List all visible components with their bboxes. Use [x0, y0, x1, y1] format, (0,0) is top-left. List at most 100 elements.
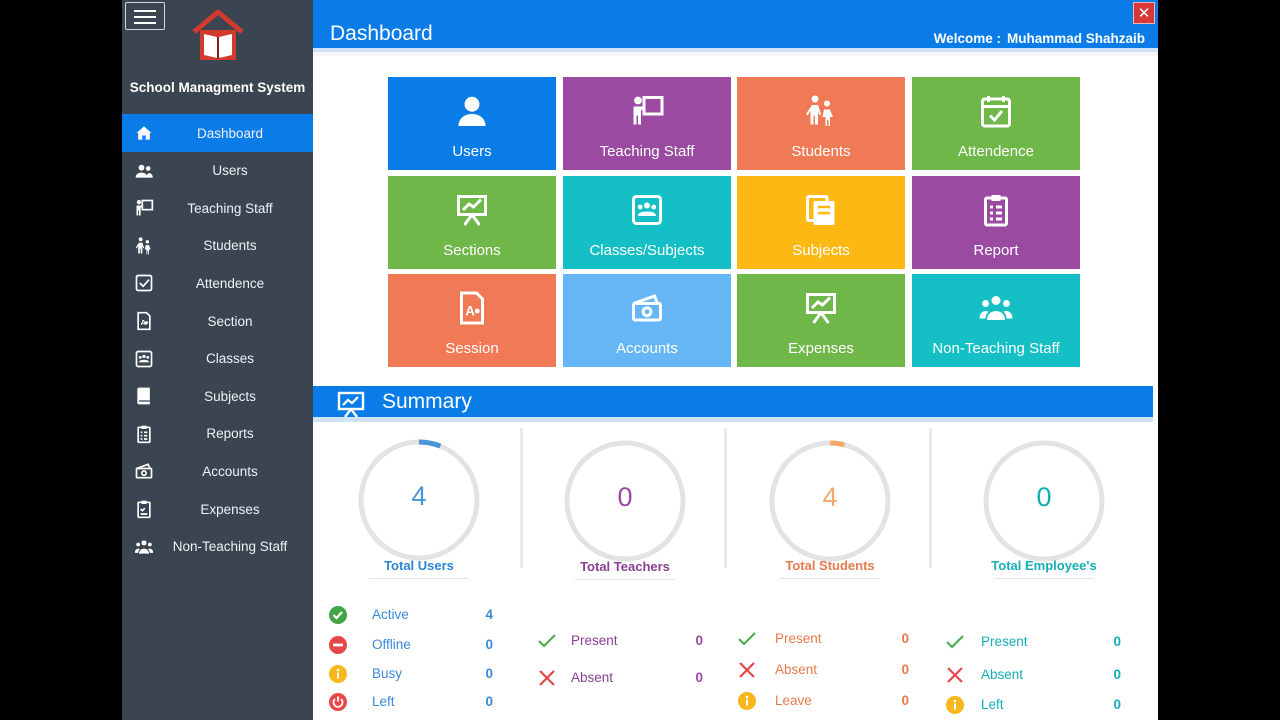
x-icon	[737, 660, 757, 680]
stat-label: Left	[981, 697, 1004, 712]
header-bar: Dashboard Welcome : Muhammad Shahzaib	[313, 0, 1158, 52]
stat-row-active: Active 4	[328, 603, 515, 627]
summary-card-title: Total Employee's	[991, 558, 1097, 573]
sidebar-item-expenses[interactable]: Expenses	[122, 490, 313, 528]
stat-row-busy: Busy 0	[328, 662, 515, 686]
info-circle-icon	[945, 695, 965, 715]
stat-label: Left	[372, 694, 395, 709]
sidebar-item-classes[interactable]: Classes	[122, 340, 313, 378]
sidebar: School Managment System Dashboard Users …	[122, 0, 313, 720]
sidebar-item-dashboard[interactable]: Dashboard	[122, 114, 313, 152]
tile-attendence[interactable]: Attendence	[912, 77, 1080, 170]
group-icon	[912, 290, 1080, 330]
school-logo-icon	[192, 9, 244, 60]
stat-row-absent: Absent 0	[537, 666, 718, 690]
sidebar-item-label: Attendence	[195, 275, 265, 291]
sidebar-item-teaching-staff[interactable]: Teaching Staff	[122, 189, 313, 227]
tile-label: Expenses	[788, 340, 854, 357]
tile-label: Report	[973, 242, 1019, 259]
tile-subjects[interactable]: Subjects	[737, 176, 905, 269]
tile-report[interactable]: Report	[912, 176, 1080, 269]
sidebar-item-label: Accounts	[202, 463, 258, 479]
tile-users[interactable]: Users	[388, 77, 556, 170]
summary-header: Summary	[313, 386, 1153, 422]
sidebar-item-section[interactable]: A Section	[122, 302, 313, 340]
stat-value: 0	[695, 633, 703, 648]
home-icon	[132, 123, 156, 143]
stat-row-left: Left 0	[328, 690, 515, 714]
title-underline	[780, 578, 880, 579]
tile-teaching-staff[interactable]: Teaching Staff	[563, 77, 731, 170]
sidebar-item-subjects[interactable]: Subjects	[122, 377, 313, 415]
stat-value: 4	[485, 607, 493, 622]
summary-card-title: Total Users	[384, 558, 454, 573]
teacher-icon	[132, 198, 156, 218]
sidebar-item-label: Dashboard	[196, 125, 264, 141]
sidebar-item-attendence[interactable]: Attendence	[122, 264, 313, 302]
calendar-check-icon	[912, 93, 1080, 133]
stat-label: Leave	[775, 693, 812, 708]
sidebar-item-non-teaching-staff[interactable]: Non-Teaching Staff	[122, 528, 313, 566]
title-underline	[994, 578, 1094, 579]
stat-label: Present	[981, 634, 1028, 649]
summary-card-title: Total Students	[785, 558, 875, 573]
stat-label: Present	[775, 631, 822, 646]
summary-value: 4	[822, 482, 838, 512]
stat-value: 0	[901, 631, 909, 646]
money-icon	[132, 461, 156, 481]
tile-classes-subjects[interactable]: Classes/Subjects	[563, 176, 731, 269]
sidebar-item-label: Expenses	[200, 501, 260, 517]
welcome-label: Welcome :	[933, 31, 1001, 46]
stat-label: Busy	[372, 666, 403, 681]
tile-label: Classes/Subjects	[589, 242, 705, 259]
tile-label: Non-Teaching Staff	[932, 340, 1060, 357]
stat-row-left: Left 0	[945, 693, 1146, 717]
sidebar-item-label: Students	[203, 238, 257, 254]
title-underline	[575, 579, 675, 580]
tile-students[interactable]: Students	[737, 77, 905, 170]
user-name: Muhammad Shahzaib	[1006, 31, 1145, 46]
sidebar-item-accounts[interactable]: Accounts	[122, 452, 313, 490]
sidebar-item-label: Users	[212, 163, 248, 179]
x-icon	[537, 668, 557, 688]
stat-value: 0	[1113, 697, 1121, 712]
group-icon	[132, 537, 156, 557]
sidebar-item-label: Classes	[205, 351, 254, 367]
sidebar-item-users[interactable]: Users	[122, 152, 313, 190]
sidebar-item-label: Non-Teaching Staff	[172, 539, 288, 555]
sidebar-item-label: Reports	[206, 426, 254, 442]
summary-value: 0	[1036, 482, 1052, 512]
main-content: Users Teaching Staff Students Attendence…	[313, 56, 1158, 720]
stat-row-offline: Offline 0	[328, 633, 515, 657]
tile-label: Sections	[443, 242, 501, 259]
users-icon	[132, 161, 156, 181]
minus-circle-icon	[328, 635, 348, 655]
card-divider	[520, 428, 523, 568]
tile-label: Subjects	[792, 242, 850, 259]
presentation-icon	[388, 192, 556, 232]
tile-non-teaching-staff[interactable]: Non-Teaching Staff	[912, 274, 1080, 367]
presentation-icon	[337, 391, 365, 418]
session-icon: A	[388, 290, 556, 330]
check-circle-icon	[328, 605, 348, 625]
classes-icon	[563, 192, 731, 232]
book-icon	[132, 386, 156, 406]
sidebar-item-students[interactable]: Students	[122, 227, 313, 265]
hamburger-menu-button[interactable]	[125, 2, 165, 30]
user-icon	[388, 93, 556, 133]
progress-ring	[769, 440, 891, 562]
stat-label: Absent	[571, 670, 614, 685]
summary-card-title: Total Teachers	[580, 559, 670, 574]
stat-row-present: Present 0	[537, 629, 718, 653]
clipboard-icon	[132, 499, 156, 519]
tile-expenses[interactable]: Expenses	[737, 274, 905, 367]
close-button[interactable]: ✕	[1133, 2, 1155, 24]
checkbox-icon	[132, 273, 156, 293]
sidebar-item-reports[interactable]: Reports	[122, 415, 313, 453]
tile-accounts[interactable]: Accounts	[563, 274, 731, 367]
tile-session[interactable]: A Session	[388, 274, 556, 367]
tile-sections[interactable]: Sections	[388, 176, 556, 269]
info-circle-icon	[737, 691, 757, 711]
presentation-icon	[737, 290, 905, 330]
check-icon	[537, 631, 557, 651]
